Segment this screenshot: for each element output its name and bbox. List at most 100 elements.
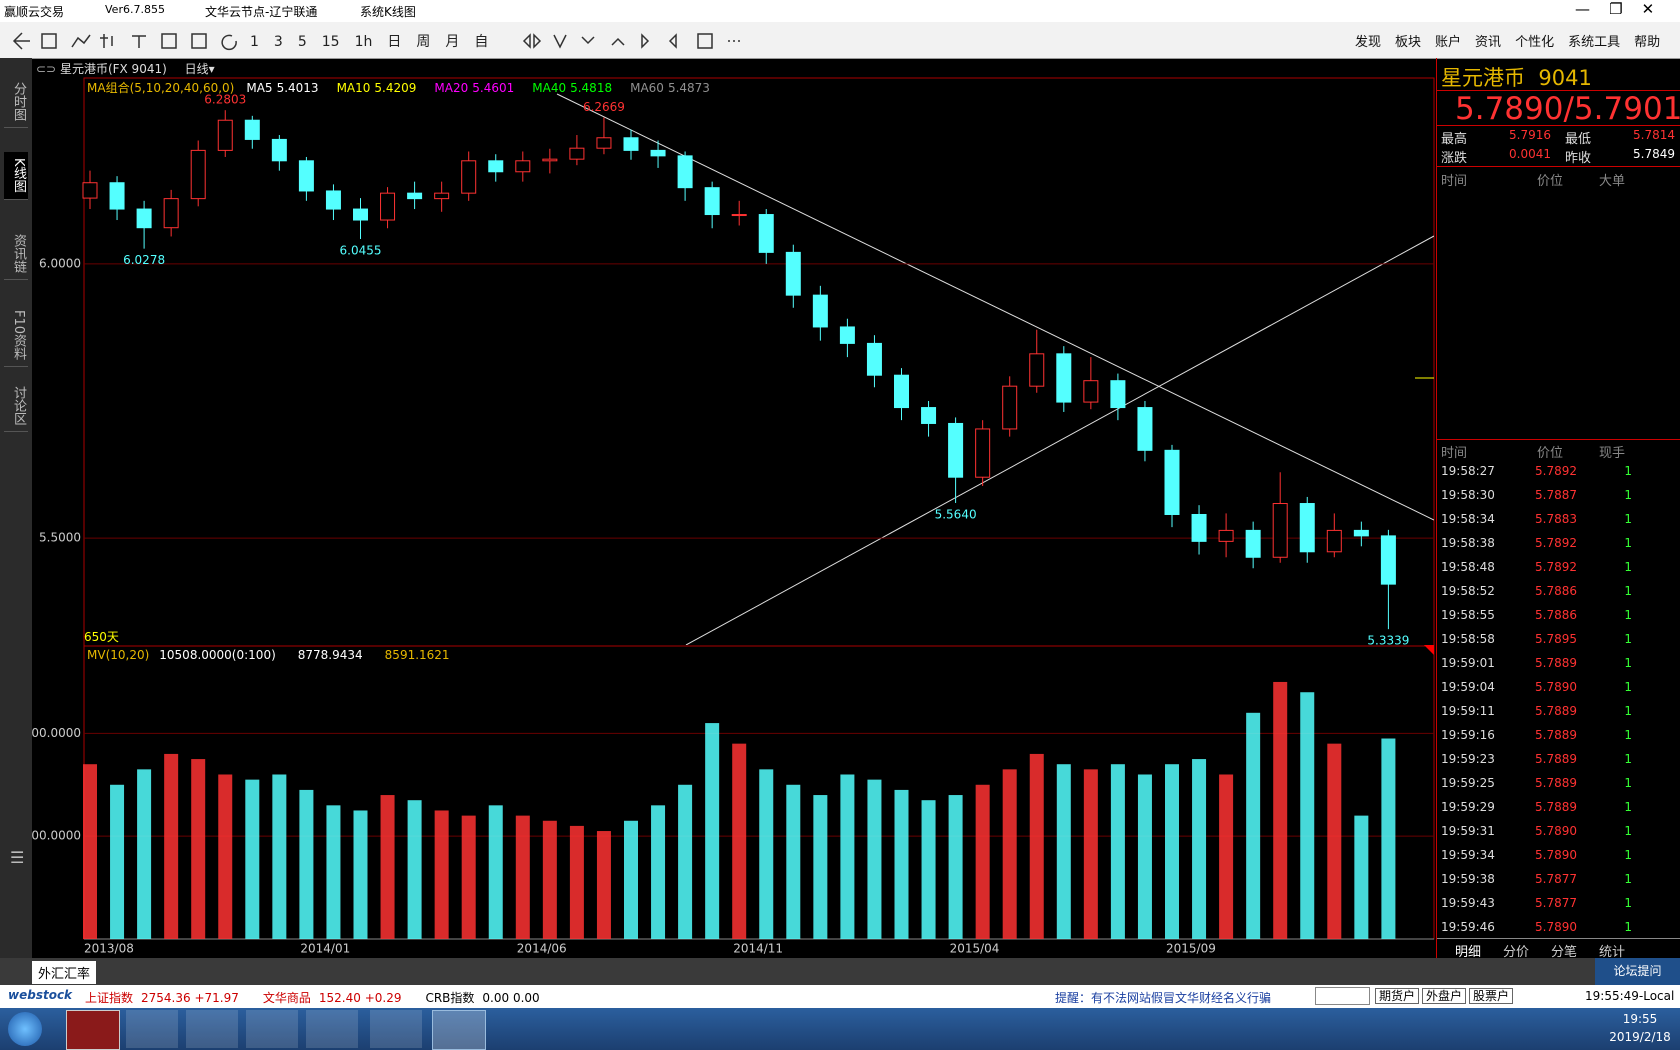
period-button[interactable]: 1h bbox=[354, 34, 373, 50]
x-tick-label: 2013/08 bbox=[84, 942, 134, 956]
volume-bar bbox=[1327, 743, 1342, 939]
period-button[interactable]: 15 bbox=[321, 34, 340, 50]
period[interactable]: 日线 bbox=[184, 62, 209, 76]
candle-body bbox=[82, 182, 98, 199]
volume-legend-item: MV(10,20) bbox=[87, 648, 150, 662]
volume-bar bbox=[326, 805, 341, 939]
tick-price: 5.7889 bbox=[1535, 752, 1577, 766]
side-tab[interactable]: F10资料 bbox=[4, 304, 28, 368]
side-tab[interactable]: K线图 bbox=[4, 152, 28, 200]
tick-time: 19:58:30 bbox=[1441, 488, 1495, 502]
period-button[interactable]: 3 bbox=[273, 34, 283, 50]
tray-date: 2019/2/18 bbox=[1609, 1030, 1671, 1044]
candle-body bbox=[650, 149, 666, 157]
tick-time: 19:58:52 bbox=[1441, 584, 1495, 598]
tick-price: 5.7890 bbox=[1535, 848, 1577, 862]
tick-time: 19:59:34 bbox=[1441, 848, 1495, 862]
menu-item[interactable]: 账户 bbox=[1435, 35, 1462, 50]
menu-item[interactable]: 系统工具 bbox=[1568, 35, 1621, 50]
period-button[interactable]: 月 bbox=[445, 34, 460, 50]
quote-fields: 最高 5.7916 最低 5.7814 涨跌 0.0041 昨收 5.7849 bbox=[1437, 126, 1680, 166]
menu-item[interactable]: 发现 bbox=[1355, 35, 1382, 50]
divider bbox=[1437, 90, 1680, 91]
tick-price: 5.7887 bbox=[1535, 488, 1577, 502]
side-tab[interactable]: 分时图 bbox=[4, 76, 28, 128]
nav-icons[interactable] bbox=[520, 30, 750, 52]
account-button[interactable]: 期货户 bbox=[1375, 988, 1420, 1004]
ma-value: 5.4601 bbox=[472, 81, 515, 95]
quote-tab[interactable]: 分价 bbox=[1503, 945, 1530, 960]
start-button[interactable] bbox=[8, 1012, 42, 1046]
candle-body bbox=[244, 119, 260, 140]
indices: 上证指数 2754.36 +71.97 文华商品 152.40 +0.29 CRB指数 0… bbox=[85, 989, 564, 1006]
task-app[interactable] bbox=[370, 1010, 422, 1048]
task-app[interactable] bbox=[306, 1010, 358, 1048]
volume-bar bbox=[1192, 759, 1207, 939]
task-app[interactable] bbox=[66, 1010, 120, 1050]
volume-bar bbox=[1110, 764, 1125, 939]
index-name: 文华商品 bbox=[262, 991, 311, 1005]
tick-time: 19:58:34 bbox=[1441, 512, 1495, 526]
candle-body bbox=[542, 158, 558, 162]
toolbar: 1 3 5 15 1h 日周月自 发现 板块 账户 资讯 个性化 系统工具 帮助 bbox=[0, 22, 1680, 59]
menu-item[interactable]: 资讯 bbox=[1475, 35, 1502, 50]
volume-bar bbox=[164, 753, 179, 939]
quote-tab[interactable]: 统计 bbox=[1599, 945, 1626, 960]
quote-tab[interactable]: 明细 bbox=[1455, 945, 1482, 960]
volume-bar bbox=[488, 805, 503, 939]
period-button[interactable]: 周 bbox=[416, 34, 431, 50]
tick-qty: 1 bbox=[1624, 800, 1632, 814]
x-tick-label: 2014/11 bbox=[733, 942, 783, 956]
volume-bar bbox=[975, 784, 990, 939]
task-app[interactable] bbox=[126, 1010, 178, 1048]
corner-mark bbox=[1424, 645, 1434, 655]
trendline bbox=[556, 93, 1434, 521]
period-button[interactable]: 日 bbox=[387, 34, 402, 50]
forex-tab[interactable]: 外汇汇率 bbox=[32, 961, 97, 984]
tick-qty: 1 bbox=[1624, 512, 1632, 526]
ma-name: MA20 bbox=[434, 81, 469, 95]
x-tick-label: 2015/09 bbox=[1166, 942, 1216, 956]
tick-time: 19:59:11 bbox=[1441, 704, 1495, 718]
index-value: 0.00 0.00 bbox=[482, 991, 540, 1005]
side-tab[interactable]: 讨论区 bbox=[4, 380, 28, 432]
candle-body bbox=[271, 138, 287, 162]
period-button[interactable]: 5 bbox=[297, 34, 307, 50]
task-app[interactable] bbox=[186, 1010, 238, 1048]
menu-item[interactable]: 帮助 bbox=[1634, 35, 1661, 50]
field-label: 涨跌 bbox=[1441, 151, 1468, 166]
tick-time: 19:59:16 bbox=[1441, 728, 1495, 742]
view-name: 系统K线图 bbox=[360, 5, 416, 19]
menu-icon[interactable]: ☰ bbox=[10, 848, 25, 867]
window-controls[interactable]: — ❐ ✕ bbox=[1575, 0, 1655, 18]
menu-item[interactable]: 个性化 bbox=[1515, 35, 1555, 50]
header-cell: 价位 bbox=[1537, 446, 1564, 461]
volume-bar bbox=[218, 774, 233, 939]
volume-bar bbox=[191, 759, 206, 939]
tick-price: 5.7890 bbox=[1535, 824, 1577, 838]
trendlines bbox=[556, 93, 1434, 645]
volume-legend-item: 10508.0000(0:100) bbox=[159, 648, 276, 662]
period-button[interactable]: 自 bbox=[474, 34, 489, 50]
dropdown: ▾ bbox=[208, 62, 215, 76]
quote-tab[interactable]: 分笔 bbox=[1551, 945, 1578, 960]
side-tab[interactable]: 资讯链 bbox=[4, 228, 28, 280]
candle-body bbox=[136, 208, 152, 229]
input-box[interactable] bbox=[1315, 987, 1370, 1005]
candle-body bbox=[1245, 529, 1261, 558]
tray-time: 19:55 bbox=[1622, 1012, 1658, 1026]
account-button[interactable]: 股票户 bbox=[1469, 988, 1514, 1004]
candle-body bbox=[1272, 503, 1288, 558]
field-value: 5.7849 bbox=[1633, 147, 1675, 161]
menu-item[interactable]: 板块 bbox=[1395, 35, 1422, 50]
task-app[interactable] bbox=[246, 1010, 298, 1048]
period-button[interactable]: 1 bbox=[250, 34, 259, 50]
volume-bar bbox=[651, 805, 666, 939]
tick-time: 19:59:46 bbox=[1441, 920, 1495, 934]
tick-price: 5.7877 bbox=[1535, 872, 1577, 886]
account-button[interactable]: 外盘户 bbox=[1422, 988, 1467, 1004]
task-app[interactable] bbox=[432, 1010, 486, 1050]
forum-button[interactable]: 论坛提问 bbox=[1595, 958, 1680, 985]
volume-bar bbox=[1137, 774, 1152, 939]
toolbar-icons[interactable] bbox=[10, 30, 250, 52]
